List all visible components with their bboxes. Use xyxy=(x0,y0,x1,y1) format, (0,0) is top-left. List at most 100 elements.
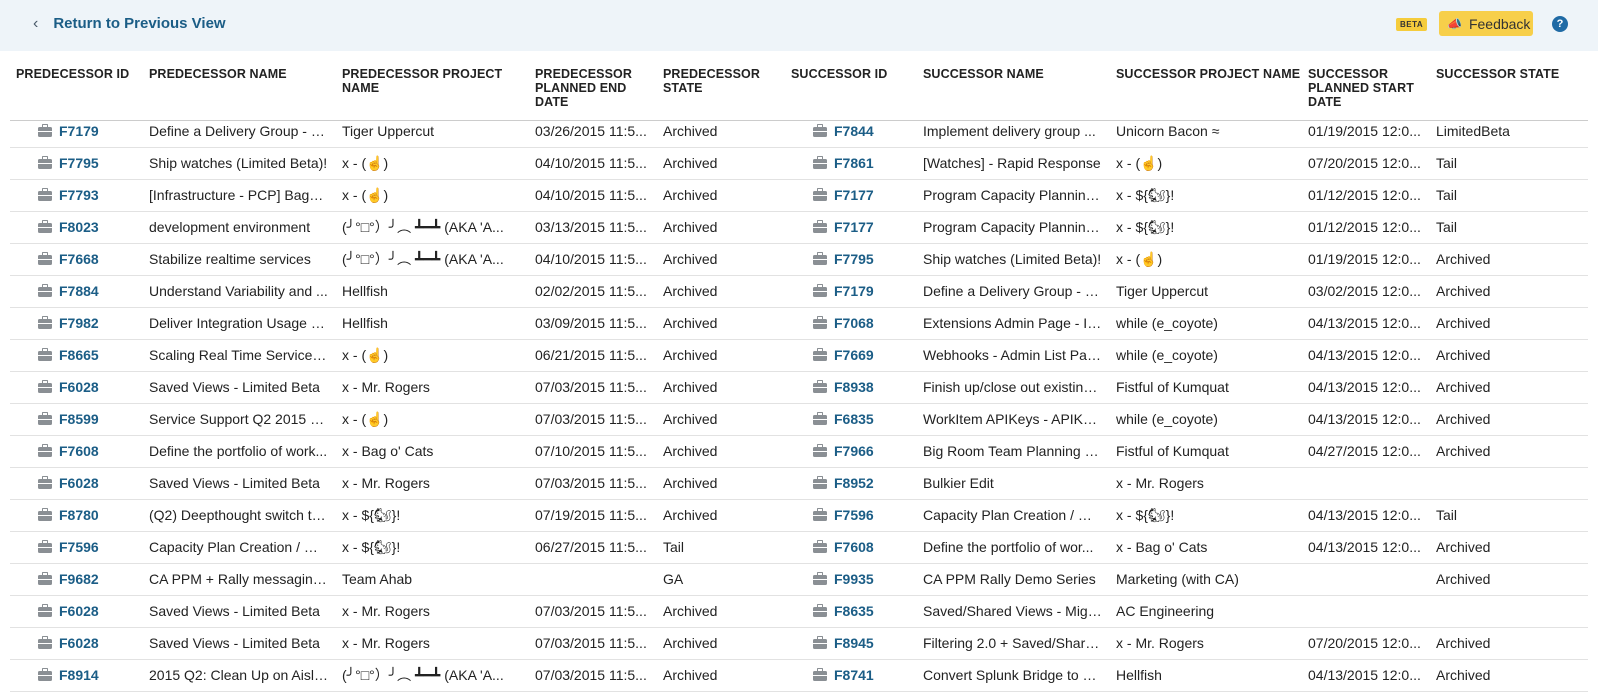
predecessor-id-link[interactable]: F8914 xyxy=(59,667,99,683)
cell-succ-project: Fistful of Kumquat xyxy=(1116,379,1229,395)
column-header-pred-id[interactable]: PREDECESSOR ID xyxy=(16,67,130,81)
cell-succ-project: x - Mr. Rogers xyxy=(1116,635,1204,651)
predecessor-id-link[interactable]: F6028 xyxy=(59,379,99,395)
table-row[interactable]: F7668 Stabilize realtime services (╯°□°）╯︵… xyxy=(10,244,1588,276)
cell-pred-name: Capacity Plan Creation / Ma... xyxy=(149,539,328,555)
table-row[interactable]: F8023 development environment (╯°□°）╯︵ ┻━┻… xyxy=(10,212,1588,244)
successor-id-link[interactable]: F7966 xyxy=(834,443,874,459)
table-row[interactable]: F7608 Define the portfolio of work... x - … xyxy=(10,436,1588,468)
column-header-succ-project[interactable]: SUCCESSOR PROJECT NAME xyxy=(1116,67,1301,81)
portfolio-item-icon xyxy=(38,379,52,393)
successor-id-link[interactable]: F7844 xyxy=(834,123,874,139)
successor-id-link[interactable]: F7795 xyxy=(834,251,874,267)
successor-id-link[interactable]: F7068 xyxy=(834,315,874,331)
successor-id-link[interactable]: F8938 xyxy=(834,379,874,395)
column-header-succ-id[interactable]: SUCCESSOR ID xyxy=(791,67,888,81)
predecessor-id-link[interactable]: F7596 xyxy=(59,539,99,555)
successor-id-link[interactable]: F7861 xyxy=(834,155,874,171)
help-icon[interactable]: ? xyxy=(1552,16,1568,32)
cell-pred-end-date xyxy=(535,564,649,595)
predecessor-id-link[interactable]: F7795 xyxy=(59,155,99,171)
table-row[interactable]: F8665 Scaling Real Time Service: ... x - (… xyxy=(10,340,1588,372)
return-to-previous-view-link[interactable]: ‹ Return to Previous View xyxy=(33,14,226,34)
portfolio-item-icon xyxy=(813,187,827,201)
predecessor-id-link[interactable]: F7608 xyxy=(59,443,99,459)
predecessor-id-link[interactable]: F6028 xyxy=(59,635,99,651)
predecessor-id-link[interactable]: F9682 xyxy=(59,571,99,587)
cell-succ-name: Convert Splunk Bridge to S... xyxy=(923,667,1102,683)
table-row[interactable]: F8599 Service Support Q2 2015 (R... x - (☝… xyxy=(10,404,1588,436)
predecessor-id-link[interactable]: F8780 xyxy=(59,507,99,523)
column-header-pred-name[interactable]: PREDECESSOR NAME xyxy=(149,67,287,81)
cell-succ-name: Webhooks - Admin List Pag... xyxy=(923,347,1102,363)
cell-pred-name: Ship watches (Limited Beta)! xyxy=(149,155,328,171)
portfolio-item-icon xyxy=(38,251,52,265)
cell-succ-name: Define the portfolio of wor... xyxy=(923,539,1094,555)
cell-pred-state: Archived xyxy=(663,603,718,619)
column-header-succ-start-date[interactable]: SUCCESSOR PLANNED START DATE xyxy=(1308,67,1414,109)
column-header-pred-state[interactable]: PREDECESSOR STATE xyxy=(663,67,760,95)
column-header-pred-end-date[interactable]: PREDECESSOR PLANNED END DATE xyxy=(535,67,632,109)
successor-id-link[interactable]: F8952 xyxy=(834,475,874,491)
cell-succ-state: Archived xyxy=(1436,539,1491,555)
cell-pred-state: Archived xyxy=(663,187,718,203)
table-row[interactable]: F7795 Ship watches (Limited Beta)! x - (☝)… xyxy=(10,148,1588,180)
cell-succ-project: Hellfish xyxy=(1116,667,1162,683)
cell-succ-start-date: 04/13/2015 12:0... xyxy=(1308,667,1421,683)
successor-id-link[interactable]: F7179 xyxy=(834,283,874,299)
predecessor-id-link[interactable]: F7982 xyxy=(59,315,99,331)
predecessor-id-link[interactable]: F6028 xyxy=(59,603,99,619)
predecessor-id-link[interactable]: F7668 xyxy=(59,251,99,267)
successor-id-link[interactable]: F7608 xyxy=(834,539,874,555)
cell-pred-state: Archived xyxy=(663,251,718,267)
table-row[interactable]: F8780 (Q2) Deepthought switch to... x - ${… xyxy=(10,500,1588,532)
table-row[interactable]: F7884 Understand Variability and ... Hellf… xyxy=(10,276,1588,308)
table-row[interactable]: F8914 2015 Q2: Clean Up on Aisle 3 (╯°□°）╯… xyxy=(10,660,1588,692)
column-header-succ-state[interactable]: SUCCESSOR STATE xyxy=(1436,67,1560,81)
predecessor-id-link[interactable]: F6028 xyxy=(59,475,99,491)
cell-succ-id: F8938 xyxy=(813,372,932,403)
predecessor-id-link[interactable]: F7793 xyxy=(59,187,99,203)
table-row[interactable]: F7793 [Infrastructure - PCP] Bagb... x - (… xyxy=(10,180,1588,212)
cell-succ-start-date: 07/20/2015 12:0... xyxy=(1308,635,1421,651)
successor-id-link[interactable]: F6835 xyxy=(834,411,874,427)
predecessor-id-link[interactable]: F8665 xyxy=(59,347,99,363)
table-row[interactable]: F7596 Capacity Plan Creation / Ma... x - $… xyxy=(10,532,1588,564)
cell-pred-end-date: 07/03/2015 11:5... xyxy=(535,667,647,683)
table-row[interactable]: F7982 Deliver Integration Usage S... Hellf… xyxy=(10,308,1588,340)
successor-id-link[interactable]: F7177 xyxy=(834,219,874,235)
successor-id-link[interactable]: F9935 xyxy=(834,571,874,587)
cell-pred-project: x - Mr. Rogers xyxy=(342,475,430,491)
cell-pred-end-date: 06/27/2015 11:5... xyxy=(535,539,647,555)
table-row[interactable]: F7179 Define a Delivery Group - fr... Tige… xyxy=(10,116,1588,148)
successor-id-link[interactable]: F7596 xyxy=(834,507,874,523)
successor-id-link[interactable]: F8635 xyxy=(834,603,874,619)
cell-succ-id: F7844 xyxy=(813,116,932,147)
cell-pred-name: Saved Views - Limited Beta xyxy=(149,635,320,651)
column-header-pred-project[interactable]: PREDECESSOR PROJECT NAME xyxy=(342,67,503,95)
successor-id-link[interactable]: F7669 xyxy=(834,347,874,363)
successor-id-link[interactable]: F8945 xyxy=(834,635,874,651)
portfolio-item-icon xyxy=(813,571,827,585)
portfolio-item-icon xyxy=(38,635,52,649)
predecessor-id-link[interactable]: F8599 xyxy=(59,411,99,427)
predecessor-id-link[interactable]: F8023 xyxy=(59,219,99,235)
predecessor-id-link[interactable]: F7179 xyxy=(59,123,99,139)
predecessor-id-link[interactable]: F7884 xyxy=(59,283,99,299)
portfolio-item-icon xyxy=(813,379,827,393)
portfolio-item-icon xyxy=(38,507,52,521)
table-row[interactable]: F6028 Saved Views - Limited Beta x - Mr. R… xyxy=(10,628,1588,660)
table-row[interactable]: F6028 Saved Views - Limited Beta x - Mr. R… xyxy=(10,596,1588,628)
cell-succ-name: Capacity Plan Creation / Ma... xyxy=(923,507,1102,523)
table-row[interactable]: F9682 CA PPM + Rally messaging (... Team A… xyxy=(10,564,1588,596)
cell-pred-id: F7793 xyxy=(38,180,162,211)
successor-id-link[interactable]: F7177 xyxy=(834,187,874,203)
cell-pred-state: Archived xyxy=(663,507,718,523)
cell-succ-start-date: 04/13/2015 12:0... xyxy=(1308,379,1421,395)
table-row[interactable]: F6028 Saved Views - Limited Beta x - Mr. R… xyxy=(10,372,1588,404)
table-row[interactable]: F6028 Saved Views - Limited Beta x - Mr. R… xyxy=(10,468,1588,500)
cell-succ-state: LimitedBeta xyxy=(1436,123,1510,139)
column-header-succ-name[interactable]: SUCCESSOR NAME xyxy=(923,67,1044,81)
feedback-button[interactable]: 📣 Feedback xyxy=(1439,11,1533,36)
successor-id-link[interactable]: F8741 xyxy=(834,667,874,683)
